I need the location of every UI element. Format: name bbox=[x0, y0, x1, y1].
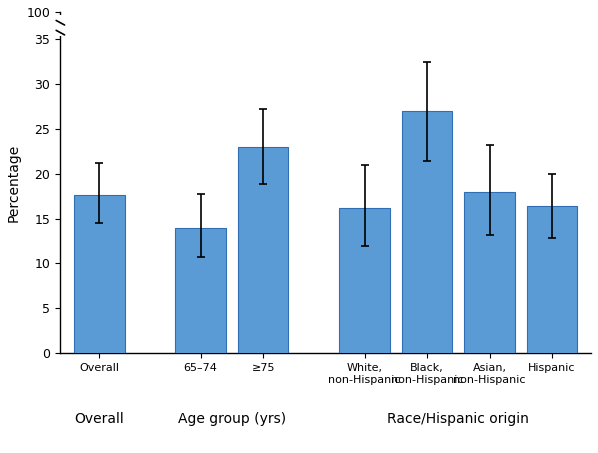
Bar bbox=[339, 208, 390, 353]
Text: Age group (yrs): Age group (yrs) bbox=[178, 412, 286, 426]
Bar bbox=[402, 111, 453, 353]
Text: Overall: Overall bbox=[74, 412, 124, 426]
Text: Race/Hispanic origin: Race/Hispanic origin bbox=[388, 412, 529, 426]
Bar bbox=[175, 228, 226, 353]
Bar bbox=[464, 192, 515, 353]
Bar bbox=[74, 195, 124, 353]
Y-axis label: Percentage: Percentage bbox=[7, 144, 21, 222]
Bar bbox=[527, 206, 578, 353]
Bar bbox=[238, 147, 288, 353]
